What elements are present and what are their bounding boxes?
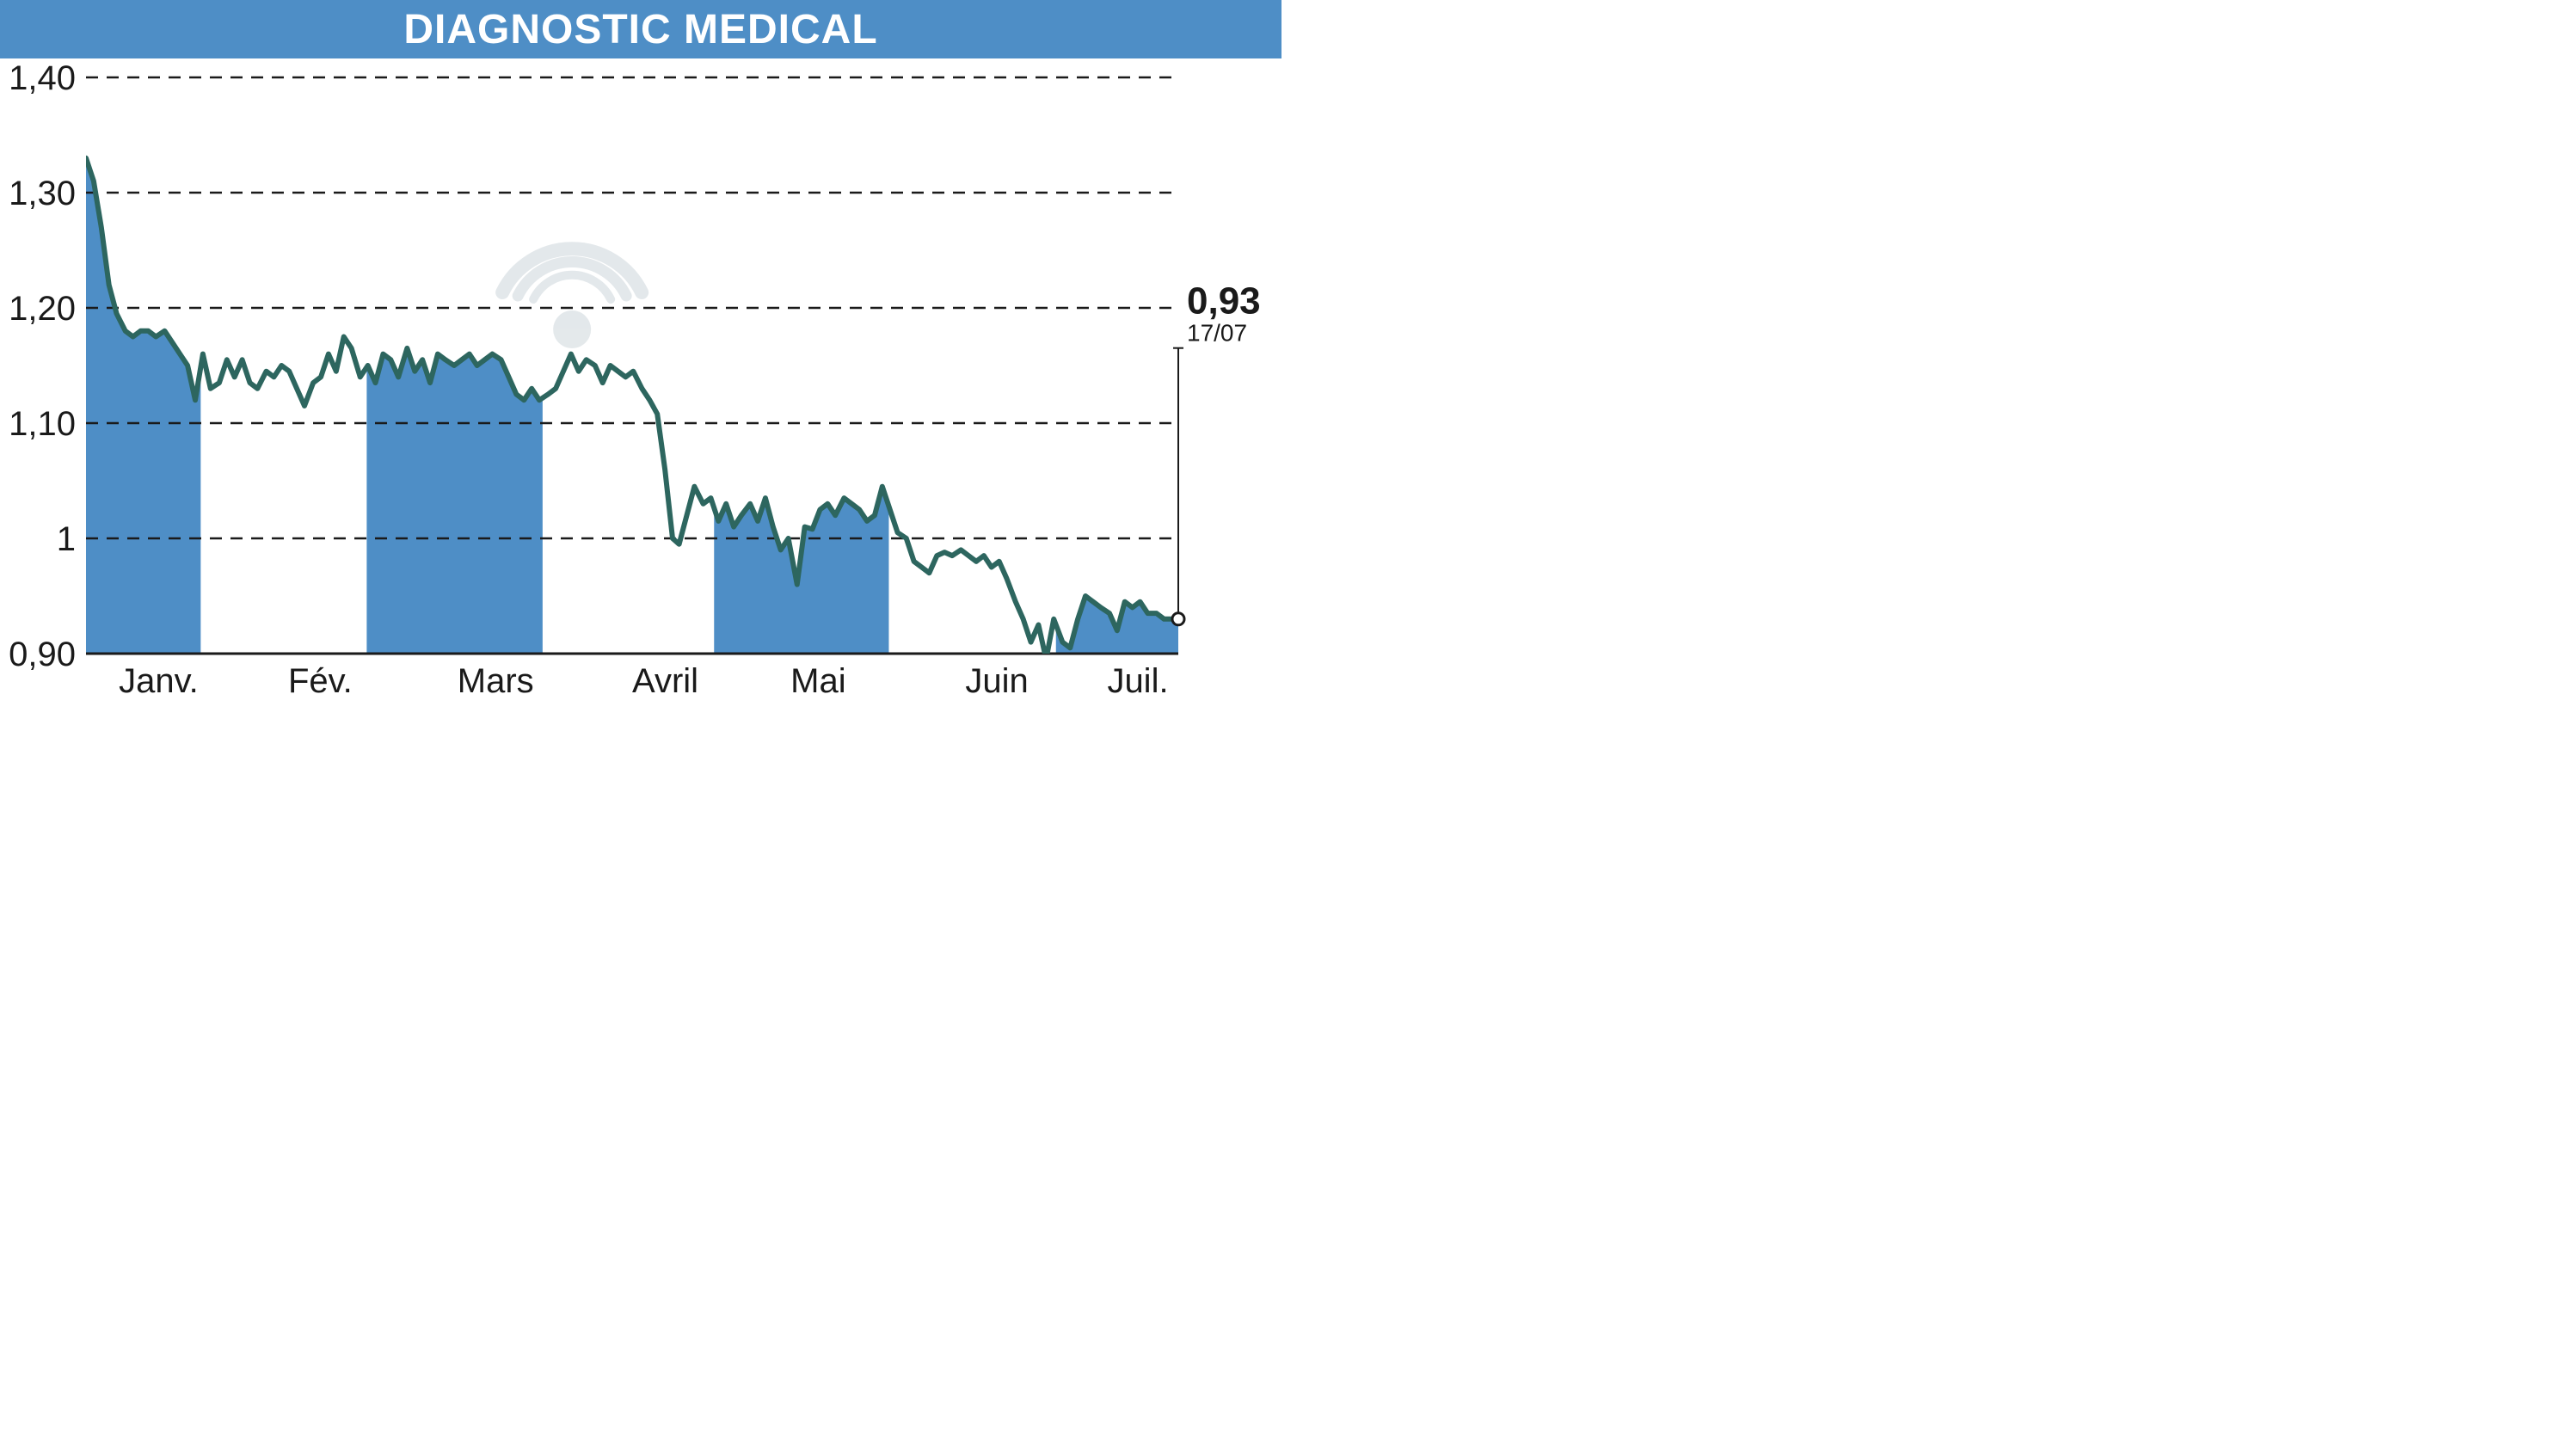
chart-container: DIAGNOSTIC MEDICAL 0,90 1 1,10 1,20 1,30 1,40… (0, 0, 1282, 728)
title-bar: DIAGNOSTIC MEDICAL (0, 0, 1282, 58)
end-value-label: 0,93 (1187, 280, 1261, 323)
price-line (86, 158, 1178, 660)
x-tick-label: Juin (965, 662, 1028, 700)
x-tick-label: Avril (632, 662, 698, 700)
x-tick-label: Janv. (119, 662, 199, 700)
x-tick-label: Mai (790, 662, 845, 700)
chart-svg: 0,90 1 1,10 1,20 1,30 1,40 Janv. Fév. Mars Avril M… (0, 58, 1282, 728)
chart-title: DIAGNOSTIC MEDICAL (403, 6, 877, 53)
y-tick-label: 1,20 (9, 290, 76, 328)
x-tick-label: Fév. (288, 662, 353, 700)
month-bands (86, 158, 1178, 654)
chart-area: 0,90 1 1,10 1,20 1,30 1,40 Janv. Fév. Mars Avril M… (0, 58, 1282, 728)
end-date-label: 17/07 (1187, 320, 1247, 347)
y-tick-label: 1,30 (9, 175, 76, 212)
x-tick-label: Juil. (1107, 662, 1168, 700)
y-tick-label: 1,10 (9, 405, 76, 443)
watermark (502, 249, 642, 348)
x-labels: Janv. Fév. Mars Avril Mai Juin Juil. (119, 662, 1168, 700)
y-tick-label: 1 (57, 520, 76, 558)
y-tick-label: 0,90 (9, 636, 76, 673)
x-tick-label: Mars (458, 662, 534, 700)
end-marker (1172, 613, 1184, 625)
y-tick-label: 1,40 (9, 59, 76, 97)
